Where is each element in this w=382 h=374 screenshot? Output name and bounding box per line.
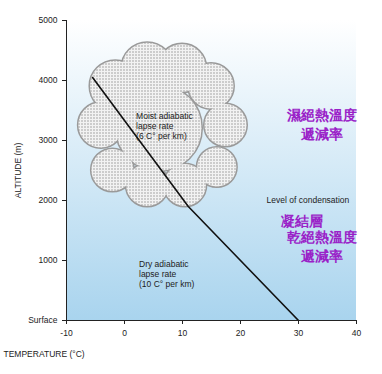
svg-text:2000: 2000 [39,195,58,205]
svg-text:5000: 5000 [39,15,58,25]
svg-text:20: 20 [236,328,246,338]
svg-text:TEMPERATURE (°C): TEMPERATURE (°C) [4,349,85,359]
svg-text:30: 30 [294,328,304,338]
svg-text:-10: -10 [60,328,73,338]
svg-text:凝結層: 凝結層 [281,213,323,229]
svg-text:Level of condensation: Level of condensation [267,195,350,205]
svg-text:10: 10 [178,328,188,338]
svg-text:Moist adiabaticlapse rate(6 C°: Moist adiabaticlapse rate(6 C° per km) [136,111,193,141]
svg-text:ALTITUDE (m): ALTITUDE (m) [13,143,23,199]
svg-text:Dry adiabaticlapse rate(10 C°: Dry adiabaticlapse rate(10 C° per km) [139,259,195,289]
svg-text:Surface: Surface [28,315,58,325]
svg-text:乾絕熱溫度遞減率: 乾絕熱溫度遞減率 [287,229,357,264]
svg-text:40: 40 [352,328,362,338]
svg-text:1000: 1000 [39,255,58,265]
svg-text:0: 0 [122,328,127,338]
svg-text:4000: 4000 [39,75,58,85]
svg-text:3000: 3000 [39,135,58,145]
svg-text:濕絕熱溫度遞減率: 濕絕熱溫度遞減率 [286,107,357,142]
